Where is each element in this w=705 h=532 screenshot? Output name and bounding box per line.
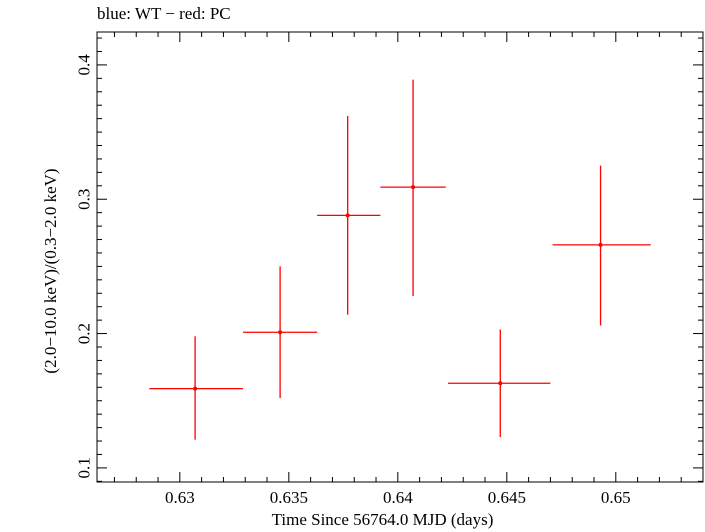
plot-frame (96, 31, 704, 483)
data-point (498, 381, 503, 386)
x-tick-label: 0.635 (270, 488, 308, 507)
y-tick-label: 0.2 (75, 323, 94, 344)
data-point (598, 242, 603, 247)
data-point (345, 213, 350, 218)
data-point (278, 330, 283, 335)
data-point (193, 386, 198, 391)
x-tick-label: 0.63 (165, 488, 195, 507)
x-tick-label: 0.65 (601, 488, 631, 507)
y-tick-label: 0.1 (75, 457, 94, 478)
data-point (411, 185, 416, 190)
axis-ticks: 0.63 0.635 0.64 0.645 0.65 0.1 0.2 0.3 0.4 (75, 32, 704, 507)
x-tick-label: 0.645 (488, 488, 526, 507)
chart-title: blue: WT − red: PC (97, 4, 231, 23)
y-tick-label: 0.4 (75, 54, 94, 76)
x-tick-label: 0.64 (383, 488, 413, 507)
x-axis-label: Time Since 56764.0 MJD (days) (271, 510, 494, 529)
y-tick-label: 0.3 (75, 189, 94, 210)
data-marks (149, 79, 651, 440)
